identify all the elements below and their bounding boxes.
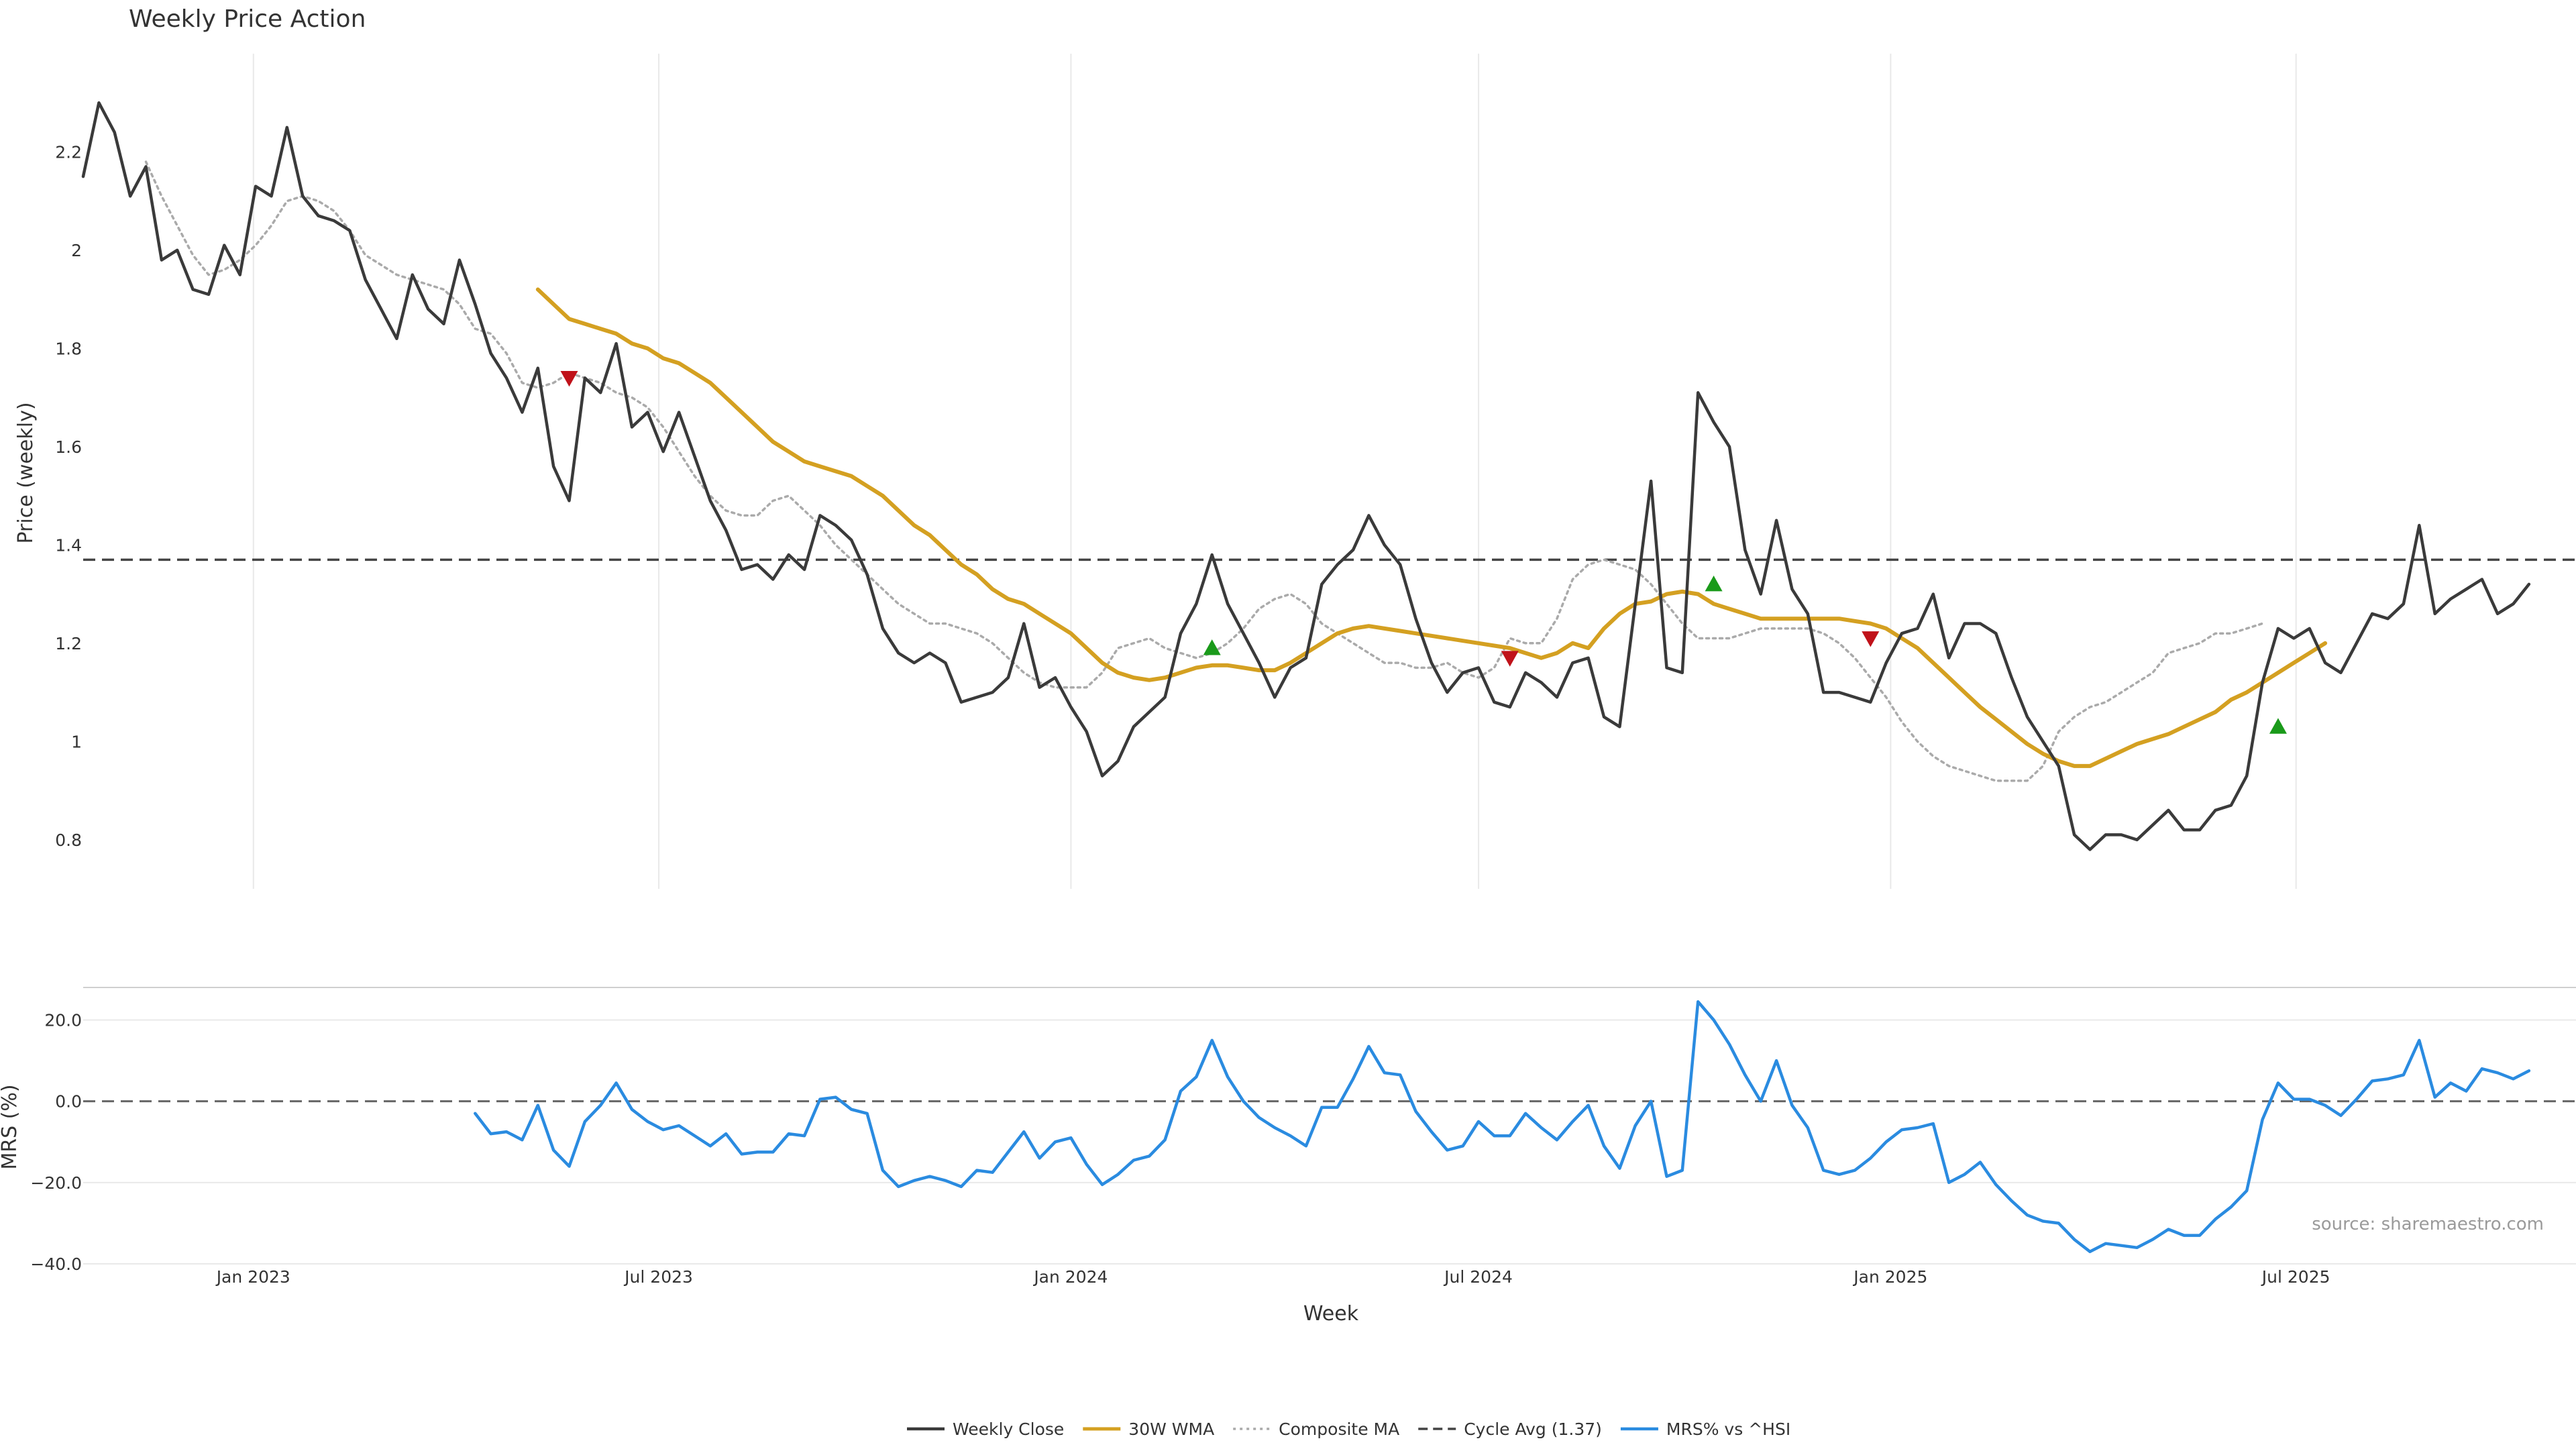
legend-label-cycle: Cycle Avg (1.37) xyxy=(1464,1419,1602,1439)
mrs-y-tick-label: 0.0 xyxy=(55,1092,82,1112)
price-y-tick-label: 1 xyxy=(71,732,82,751)
axis-layer: Jan 2023 Jul 2023 Jan 2024 Jul 2024 Jan 2025… xyxy=(30,142,2330,1287)
x-tick-label: Jan 2024 xyxy=(1032,1267,1108,1287)
sell-signal-marker xyxy=(560,370,578,387)
buy-signal-marker xyxy=(1705,575,1723,592)
composite-ma-line xyxy=(144,160,2264,782)
legend-label-composite: Composite MA xyxy=(1279,1419,1399,1439)
mrs-y-tick-label: −20.0 xyxy=(30,1173,82,1193)
legend: Weekly Close 30W WMA Composite MA Cycle Avg… xyxy=(907,1419,1790,1439)
price-y-tick-label: 1.8 xyxy=(55,339,82,358)
mrs-y-tick-label: 20.0 xyxy=(44,1010,82,1030)
legend-label-wma: 30W WMA xyxy=(1128,1419,1214,1439)
chart-title: Weekly Price Action xyxy=(129,5,366,33)
sell-signal-marker xyxy=(1862,631,1880,647)
grid-layer xyxy=(83,54,2576,1265)
price-y-tick-label: 1.2 xyxy=(55,634,82,653)
wma-30w-line xyxy=(535,287,2328,768)
price-axis-title: Price (weekly) xyxy=(14,402,38,543)
price-y-tick-label: 1.4 xyxy=(55,535,82,555)
text-layer: Weekly Price Action Price (weekly) MRS (… xyxy=(0,5,2544,1326)
marker-layer xyxy=(560,370,2287,734)
x-tick-label: Jan 2025 xyxy=(1852,1267,1927,1287)
weekly-close-line xyxy=(81,101,2531,851)
x-tick-label: Jan 2023 xyxy=(215,1267,290,1287)
price-y-tick-label: 1.6 xyxy=(55,437,82,457)
legend-label-close: Weekly Close xyxy=(953,1419,1064,1439)
price-y-tick-label: 2.2 xyxy=(55,142,82,162)
buy-signal-marker xyxy=(1203,639,1221,655)
legend-label-mrs: MRS% vs ^HSI xyxy=(1666,1419,1790,1439)
x-tick-label: Jul 2023 xyxy=(623,1267,693,1287)
mrs-line xyxy=(474,1000,2531,1254)
buy-signal-marker xyxy=(2269,718,2287,734)
price-y-tick-label: 0.8 xyxy=(55,830,82,850)
price-y-tick-label: 2 xyxy=(71,241,82,260)
x-axis-title: Week xyxy=(1303,1302,1359,1326)
x-tick-label: Jul 2025 xyxy=(2261,1267,2330,1287)
mrs-y-tick-label: −40.0 xyxy=(30,1254,82,1274)
mrs-axis-title: MRS (%) xyxy=(0,1084,21,1169)
sell-signal-marker xyxy=(1501,651,1519,667)
series-layer xyxy=(81,101,2576,1254)
x-tick-label: Jul 2024 xyxy=(1443,1267,1513,1287)
source-annotation: source: sharemaestro.com xyxy=(2312,1214,2544,1234)
